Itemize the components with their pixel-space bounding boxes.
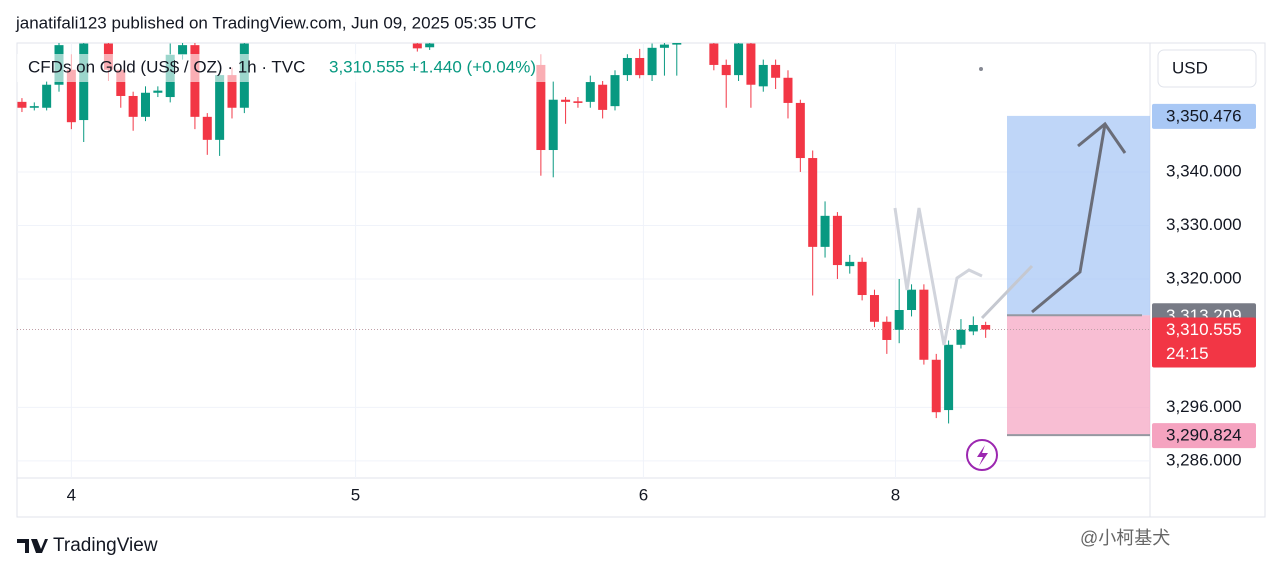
candle-body — [869, 295, 879, 322]
candle-body — [227, 75, 237, 108]
candle-body — [981, 324, 991, 330]
candle-body — [17, 101, 27, 108]
currency-button[interactable] — [1157, 49, 1257, 88]
candle-body — [215, 75, 225, 140]
currency-label: USD — [1172, 58, 1208, 77]
candle-body — [561, 99, 571, 102]
projection-ghost — [893, 207, 983, 346]
candle-body — [598, 84, 608, 110]
candle-body — [919, 289, 929, 360]
candle-body — [425, 43, 435, 48]
candle-body — [202, 116, 212, 140]
price-tag-label: 3,290.824 — [1166, 426, 1242, 445]
candle-body — [29, 106, 39, 108]
projection-arrow — [1031, 123, 1107, 314]
candle-body — [610, 75, 620, 107]
stop-zone — [1007, 315, 1150, 436]
candle-body — [128, 95, 138, 117]
dot — [979, 67, 983, 71]
candle-body — [771, 64, 781, 78]
candle-body — [672, 43, 682, 45]
price-tag — [1152, 423, 1256, 449]
candle-body — [585, 82, 595, 102]
watermark: @小柯基犬 — [1080, 528, 1170, 548]
candle-body — [573, 101, 583, 103]
byline: janatifali123 published on TradingView.c… — [15, 13, 536, 32]
brand-logo — [17, 539, 48, 553]
candle-body — [746, 43, 756, 85]
candle-body — [758, 64, 768, 87]
candle-body — [808, 158, 818, 247]
legend-bg — [17, 54, 577, 82]
candles — [17, 43, 991, 424]
target-zone — [1007, 115, 1150, 316]
candle-body — [882, 321, 892, 340]
candle-body — [622, 57, 632, 76]
y-tick-label: 3,320.000 — [1166, 268, 1242, 287]
projection-arrow-head — [1077, 121, 1127, 154]
brand-name: TradingView — [53, 535, 158, 556]
candle-body — [536, 64, 546, 151]
y-tick-label: 3,296.000 — [1166, 397, 1242, 416]
candle-body — [894, 310, 904, 330]
candle-body — [635, 57, 645, 76]
candle-body — [795, 102, 805, 159]
y-tick-label: 3,330.000 — [1166, 215, 1242, 234]
event-icon-bolt — [977, 445, 988, 466]
candle-body — [42, 84, 52, 108]
y-tick-label: 3,286.000 — [1166, 450, 1242, 469]
candle-body — [66, 69, 76, 123]
candle-body — [944, 344, 954, 411]
projection-ghost — [980, 264, 1034, 320]
candle-body — [721, 64, 731, 76]
candle-body — [956, 329, 966, 345]
price-axis: 3,340.000 3,330.000 3,320.000 3,296.000 3,28… — [67, 103, 1256, 504]
countdown: 24:15 — [1166, 344, 1209, 363]
candle-body — [659, 44, 669, 48]
candle-body — [845, 261, 855, 267]
candle-body — [931, 359, 941, 413]
candle-body — [140, 92, 150, 117]
candle-body — [116, 69, 126, 96]
candle-body — [783, 77, 793, 103]
x-tick-label: 5 — [351, 485, 360, 504]
candle-body — [412, 43, 422, 49]
candle-body — [832, 215, 842, 266]
candle-body — [548, 99, 558, 151]
candle-body — [907, 289, 917, 311]
overlay — [893, 67, 1127, 471]
price-tag — [1152, 317, 1256, 368]
candle-body — [857, 261, 867, 296]
candle-body — [709, 43, 719, 65]
candle-body — [820, 215, 830, 247]
candle-body — [647, 47, 657, 76]
candle-body — [178, 45, 188, 55]
x-tick-label: 6 — [639, 485, 648, 504]
candle-body — [153, 90, 163, 93]
price-tag-label: 3,350.476 — [1166, 106, 1242, 125]
y-tick-label: 3,340.000 — [1166, 161, 1242, 180]
x-tick-label: 8 — [891, 485, 900, 504]
legend-title: CFDs on Gold (US$ / OZ) · 1h · TVC — [28, 57, 305, 76]
grid — [17, 43, 1150, 478]
candle-body — [968, 324, 978, 332]
legend-price: 3,310.555 +1.440 (+0.04%) — [329, 57, 536, 76]
candle-body — [734, 43, 744, 76]
chart-frame — [16, 42, 1266, 518]
price-tag — [1152, 103, 1256, 129]
x-tick-label: 4 — [67, 485, 76, 504]
price-tag-label: 3,310.555 — [1166, 320, 1242, 339]
